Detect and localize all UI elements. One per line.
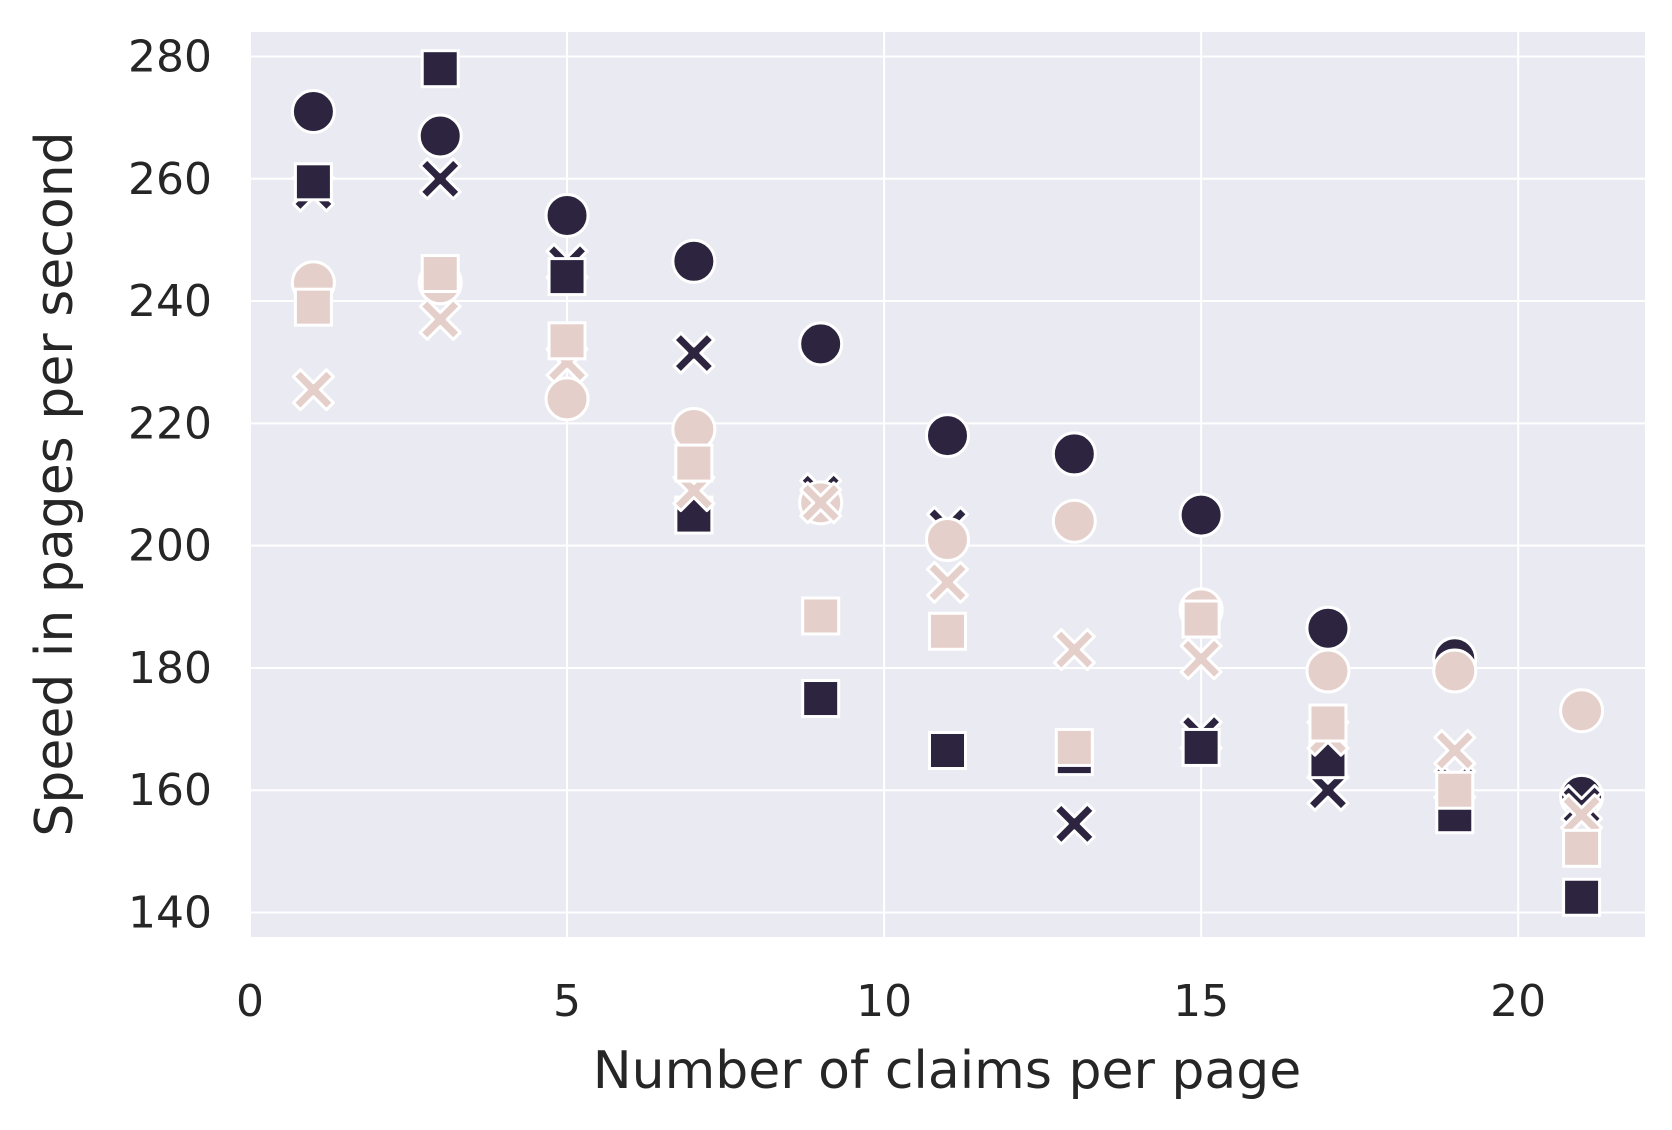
data-point-circle	[1178, 492, 1224, 538]
data-point-circle	[1305, 605, 1351, 651]
y-tick-label: 280	[128, 31, 212, 82]
data-point-x	[672, 331, 716, 375]
y-tick-label: 260	[128, 154, 212, 205]
data-point-square	[928, 611, 967, 651]
data-point-x	[1052, 802, 1096, 846]
y-tick-label: 160	[128, 765, 212, 816]
data-point-circle	[1305, 648, 1351, 694]
y-tick-label: 240	[128, 276, 212, 327]
data-point-square	[547, 321, 587, 361]
data-point-circle	[1432, 648, 1478, 694]
plot-background	[250, 32, 1645, 937]
data-point-circle	[290, 88, 336, 134]
data-point-x	[418, 297, 462, 341]
y-tick-label: 180	[128, 643, 212, 694]
data-point-circle	[671, 238, 717, 284]
data-point-square	[1562, 877, 1602, 917]
data-point-square	[1308, 703, 1348, 743]
data-point-square	[801, 596, 841, 636]
x-tick-label: 20	[1490, 976, 1546, 1027]
x-tick-label: 0	[236, 976, 264, 1027]
data-point-square	[420, 254, 460, 294]
data-point-circle	[1051, 498, 1097, 544]
data-point-square	[1181, 727, 1221, 767]
data-point-circle	[798, 321, 844, 367]
data-point-x	[799, 481, 843, 525]
data-point-square	[1054, 727, 1094, 767]
data-point-x	[1433, 728, 1477, 772]
data-point-x	[926, 560, 969, 604]
data-point-square	[928, 730, 967, 770]
data-point-square	[293, 162, 333, 202]
data-points	[290, 49, 1605, 917]
data-point-x	[1052, 628, 1096, 672]
data-point-circle	[1559, 688, 1605, 734]
y-tick-label: 220	[128, 398, 212, 449]
x-tick-label: 10	[856, 976, 912, 1027]
data-point-circle	[1051, 431, 1097, 477]
data-point-square	[420, 49, 460, 89]
x-tick-label: 5	[553, 976, 581, 1027]
x-tick-label: 15	[1173, 976, 1229, 1027]
data-point-circle	[544, 192, 590, 238]
y-axis-ticks: 140 160 180 200 220 240 260 280	[128, 31, 212, 938]
data-point-circle	[544, 376, 590, 422]
x-axis-label: Number of claims per page	[593, 1041, 1301, 1101]
data-point-x	[291, 368, 335, 412]
data-point-square	[674, 443, 714, 483]
y-axis-label: Speed in pages per second	[25, 131, 85, 836]
data-point-circle	[925, 517, 970, 563]
data-point-x	[418, 157, 462, 201]
data-point-square	[1181, 599, 1221, 639]
data-point-square	[1435, 770, 1475, 810]
data-point-circle	[925, 413, 970, 459]
data-point-square	[547, 257, 587, 297]
y-tick-label: 140	[128, 888, 212, 939]
data-point-square	[801, 679, 841, 719]
x-axis-ticks: 0 5 10 15 20	[236, 976, 1546, 1027]
y-tick-label: 200	[128, 521, 212, 572]
data-point-circle	[417, 113, 463, 159]
data-point-square	[293, 287, 333, 327]
data-point-x	[1179, 637, 1223, 681]
data-point-square	[1562, 828, 1602, 868]
